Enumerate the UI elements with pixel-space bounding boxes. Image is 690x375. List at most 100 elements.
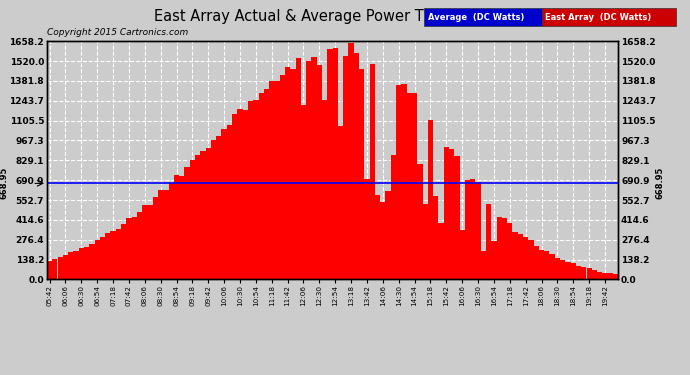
Bar [465,180,470,279]
Bar [206,148,211,279]
Bar [137,211,142,279]
Bar [359,69,364,279]
Bar [565,261,571,279]
Bar [422,204,428,279]
Bar [290,69,295,279]
Bar [386,191,391,279]
Bar [110,231,116,279]
Bar [68,252,73,279]
Bar [454,156,460,279]
Bar [195,155,200,279]
Bar [158,190,164,279]
Bar [449,149,454,279]
Bar [237,109,243,279]
Bar [73,251,79,279]
Text: East Array  (DC Watts): East Array (DC Watts) [545,13,651,22]
Bar [539,250,544,279]
Bar [380,202,386,279]
Bar [311,57,317,279]
Bar [148,205,152,279]
Bar [613,274,618,279]
Bar [306,61,311,279]
Text: East Array Actual & Average Power Thu Jul 30 20:16: East Array Actual & Average Power Thu Ju… [155,9,535,24]
Bar [95,240,100,279]
Bar [52,258,57,279]
Bar [555,258,560,279]
Bar [523,237,529,279]
Bar [89,244,95,279]
Bar [264,90,269,279]
Bar [486,204,491,279]
Bar [470,179,475,279]
Bar [560,260,565,279]
Text: 668.95: 668.95 [0,167,8,200]
Bar [460,230,465,279]
Bar [174,175,179,279]
Bar [402,84,406,279]
Bar [428,120,433,279]
Bar [343,56,348,279]
Bar [327,49,333,279]
Bar [100,237,105,279]
Bar [438,222,444,279]
Bar [243,110,248,279]
Bar [126,218,132,279]
Bar [370,64,375,279]
Bar [417,165,422,279]
Bar [375,195,380,279]
Bar [592,270,597,279]
Bar [269,81,275,279]
Bar [576,266,581,279]
Bar [63,255,68,279]
Bar [211,140,216,279]
Bar [248,101,253,279]
Bar [581,267,586,279]
Bar [79,248,84,279]
Bar [116,229,121,279]
Bar [338,126,343,279]
Bar [275,81,279,279]
Bar [190,160,195,279]
Bar [396,85,402,279]
Bar [497,217,502,279]
Bar [132,217,137,279]
Text: Average  (DC Watts): Average (DC Watts) [428,13,524,22]
Bar [216,136,221,279]
Bar [406,93,412,279]
Bar [105,233,110,279]
Bar [518,234,523,279]
Bar [502,218,507,279]
Bar [121,224,126,279]
Bar [597,272,602,279]
Bar [184,167,190,279]
Bar [232,114,237,279]
Text: Copyright 2015 Cartronics.com: Copyright 2015 Cartronics.com [47,28,188,37]
Bar [549,254,555,279]
Bar [481,251,486,279]
Bar [301,105,306,279]
Bar [529,240,533,279]
Bar [259,93,264,279]
Bar [533,246,539,279]
Bar [433,196,438,279]
Bar [142,205,148,279]
Bar [179,176,184,279]
Bar [152,197,158,279]
Bar [475,182,481,279]
Bar [586,268,592,279]
Bar [507,223,513,279]
Bar [317,64,322,279]
Bar [57,257,63,279]
Bar [295,58,301,279]
Bar [227,125,232,279]
Text: 668.95: 668.95 [656,167,664,200]
Bar [391,155,396,279]
Bar [491,242,497,279]
Bar [364,179,370,279]
Bar [285,68,290,279]
Bar [168,183,174,279]
Bar [221,129,227,279]
Bar [412,93,417,279]
Bar [333,48,338,279]
Bar [544,251,549,279]
